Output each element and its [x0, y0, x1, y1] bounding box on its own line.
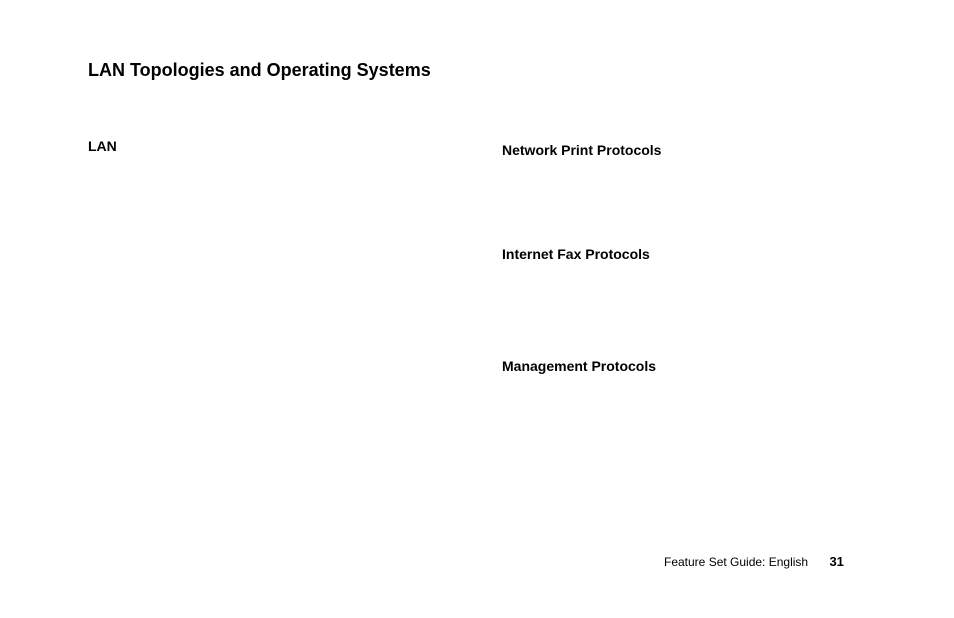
right-column-heading-internet-fax: Internet Fax Protocols — [502, 246, 650, 262]
right-column-heading-management: Management Protocols — [502, 358, 656, 374]
left-column-heading-lan: LAN — [88, 138, 117, 154]
document-page: LAN Topologies and Operating Systems LAN… — [0, 0, 954, 618]
page-footer: Feature Set Guide: English 31 — [664, 554, 844, 569]
page-title: LAN Topologies and Operating Systems — [88, 60, 431, 81]
right-column-heading-network-print: Network Print Protocols — [502, 142, 661, 158]
footer-text: Feature Set Guide: English — [664, 555, 808, 569]
footer-page-number: 31 — [829, 554, 843, 569]
